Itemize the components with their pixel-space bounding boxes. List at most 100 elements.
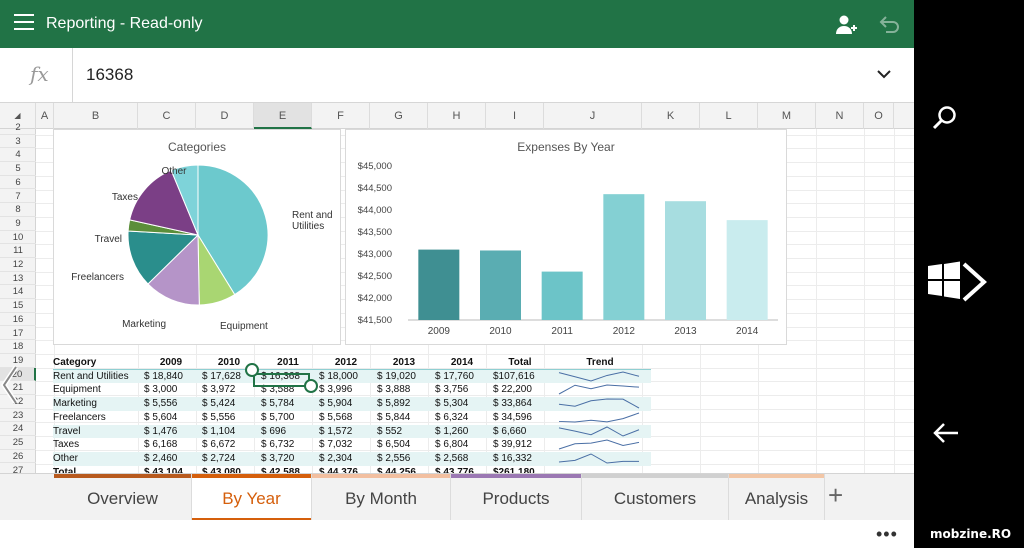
tab-analysis[interactable]: Analysis [729, 474, 825, 520]
table-cell[interactable]: $ 43,776 [435, 466, 474, 473]
table-cell[interactable]: $ 16,332 [493, 452, 532, 464]
row-header-2[interactable]: 2 [0, 121, 36, 135]
table-cell[interactable]: Total [53, 466, 77, 473]
table-cell[interactable]: $ 22,200 [493, 384, 532, 396]
table-cell[interactable]: $ 5,556 [144, 398, 178, 410]
table-cell[interactable]: $ 5,844 [377, 411, 411, 423]
row-header-14[interactable]: 14 [0, 285, 36, 300]
column-header-k[interactable]: K [642, 103, 700, 129]
table-cell[interactable]: $ 18,840 [144, 370, 183, 382]
table-cell[interactable]: $ 5,304 [435, 398, 469, 410]
table-cell[interactable]: $ 7,032 [319, 439, 353, 451]
tab-overview[interactable]: Overview [54, 474, 192, 520]
table-cell[interactable]: $ 2,556 [377, 452, 411, 464]
row-header-4[interactable]: 4 [0, 148, 36, 163]
row-header-5[interactable]: 5 [0, 162, 36, 176]
table-cell[interactable]: $ 5,700 [261, 411, 295, 423]
table-cell[interactable]: $ 6,324 [435, 411, 469, 423]
table-cell[interactable]: Equipment [53, 384, 101, 396]
column-header-l[interactable]: L [700, 103, 758, 129]
column-header-m[interactable]: M [758, 103, 816, 129]
row-header-26[interactable]: 26 [0, 450, 36, 464]
row-header-10[interactable]: 10 [0, 231, 36, 245]
table-cell[interactable]: Taxes [53, 439, 80, 451]
row-header-7[interactable]: 7 [0, 190, 36, 204]
table-cell[interactable]: $261,180 [493, 466, 535, 473]
row-header-3[interactable]: 3 [0, 135, 36, 149]
table-cell[interactable]: $ 34,596 [493, 411, 532, 423]
table-cell[interactable]: $ 5,568 [319, 411, 353, 423]
tab-customers[interactable]: Customers [582, 474, 729, 520]
undo-icon[interactable] [878, 13, 902, 37]
table-cell[interactable]: $ 3,000 [144, 384, 178, 396]
search-icon[interactable] [931, 104, 959, 132]
table-cell[interactable]: $ 6,672 [202, 439, 236, 451]
row-header-18[interactable]: 18 [0, 340, 36, 354]
table-cell[interactable]: $ 5,604 [144, 411, 178, 423]
table-cell[interactable]: $ 3,720 [261, 452, 295, 464]
table-cell[interactable]: $ 2,568 [435, 452, 469, 464]
table-cell[interactable]: Travel [53, 425, 81, 437]
more-options-icon[interactable]: ••• [876, 524, 898, 544]
table-cell[interactable]: $ 2,460 [144, 452, 178, 464]
cells-area[interactable]: Categories Rent and Utilities Equipment Mar… [36, 129, 914, 473]
row-header-8[interactable]: 8 [0, 203, 36, 217]
table-cell[interactable]: $ 5,904 [319, 398, 353, 410]
table-cell[interactable]: $ 1,476 [144, 425, 178, 437]
column-header-d[interactable]: D [196, 103, 254, 129]
column-header-o[interactable]: O [864, 103, 894, 129]
hamburger-icon[interactable] [14, 14, 34, 32]
back-arrow-icon[interactable] [932, 421, 960, 445]
table-cell[interactable]: $ 1,572 [319, 425, 353, 437]
selection-handle-top[interactable] [245, 363, 259, 377]
table-cell[interactable]: $ 17,760 [435, 370, 474, 382]
table-cell[interactable]: $ 6,732 [261, 439, 295, 451]
row-header-24[interactable]: 24 [0, 422, 36, 437]
column-header-e[interactable]: E [254, 103, 312, 129]
row-header-27[interactable]: 27 [0, 464, 36, 474]
table-cell[interactable]: $ 44,256 [377, 466, 416, 473]
column-header-c[interactable]: C [138, 103, 196, 129]
table-cell[interactable]: Rent and Utilities [53, 370, 129, 382]
tab-by-year[interactable]: By Year [192, 474, 312, 521]
table-cell[interactable]: $ 6,804 [435, 439, 469, 451]
table-cell[interactable]: Freelancers [53, 411, 106, 423]
pie-chart[interactable]: Categories Rent and Utilities Equipment Mar… [53, 129, 341, 345]
select-all-corner[interactable]: ◢ [0, 103, 36, 129]
row-header-11[interactable]: 11 [0, 244, 36, 258]
table-cell[interactable]: $ 44,376 [319, 466, 358, 473]
add-person-icon[interactable] [834, 13, 858, 37]
table-cell[interactable]: $ 5,784 [261, 398, 295, 410]
table-cell[interactable]: $ 6,168 [144, 439, 178, 451]
table-cell[interactable]: $ 5,556 [202, 411, 236, 423]
column-header-b[interactable]: B [54, 103, 138, 129]
table-cell[interactable]: $ 3,588 [261, 384, 295, 396]
table-cell[interactable]: $ 2,304 [319, 452, 353, 464]
table-cell[interactable]: $ 696 [261, 425, 287, 437]
table-cell[interactable]: $ 3,888 [377, 384, 411, 396]
formula-input[interactable]: 16368 [86, 65, 134, 84]
row-header-9[interactable]: 9 [0, 217, 36, 231]
bar-chart[interactable]: Expenses By Year $45,000 $44,500 $44,000 $4… [345, 129, 787, 345]
table-cell[interactable]: $ 17,628 [202, 370, 241, 382]
tab-by-month[interactable]: By Month [312, 474, 451, 520]
table-cell[interactable]: $ 43,080 [202, 466, 241, 473]
column-header-j[interactable]: J [544, 103, 642, 129]
table-cell[interactable]: $ 5,892 [377, 398, 411, 410]
row-header-6[interactable]: 6 [0, 176, 36, 190]
table-cell[interactable]: $ 3,972 [202, 384, 236, 396]
table-cell[interactable]: $ 1,104 [202, 425, 236, 437]
row-header-16[interactable]: 16 [0, 313, 36, 327]
row-header-15[interactable]: 15 [0, 299, 36, 313]
table-cell[interactable]: $ 43,104 [144, 466, 183, 473]
table-cell[interactable]: $ 3,756 [435, 384, 469, 396]
tab-products[interactable]: Products [451, 474, 582, 520]
table-cell[interactable]: $ 6,660 [493, 425, 527, 437]
table-cell[interactable]: $ 3,996 [319, 384, 353, 396]
row-header-21[interactable]: 21 [0, 381, 36, 395]
table-cell[interactable]: Other [53, 452, 79, 464]
column-header-i[interactable]: I [486, 103, 544, 129]
column-header-h[interactable]: H [428, 103, 486, 129]
row-header-17[interactable]: 17 [0, 327, 36, 341]
table-cell[interactable]: $ 2,724 [202, 452, 236, 464]
